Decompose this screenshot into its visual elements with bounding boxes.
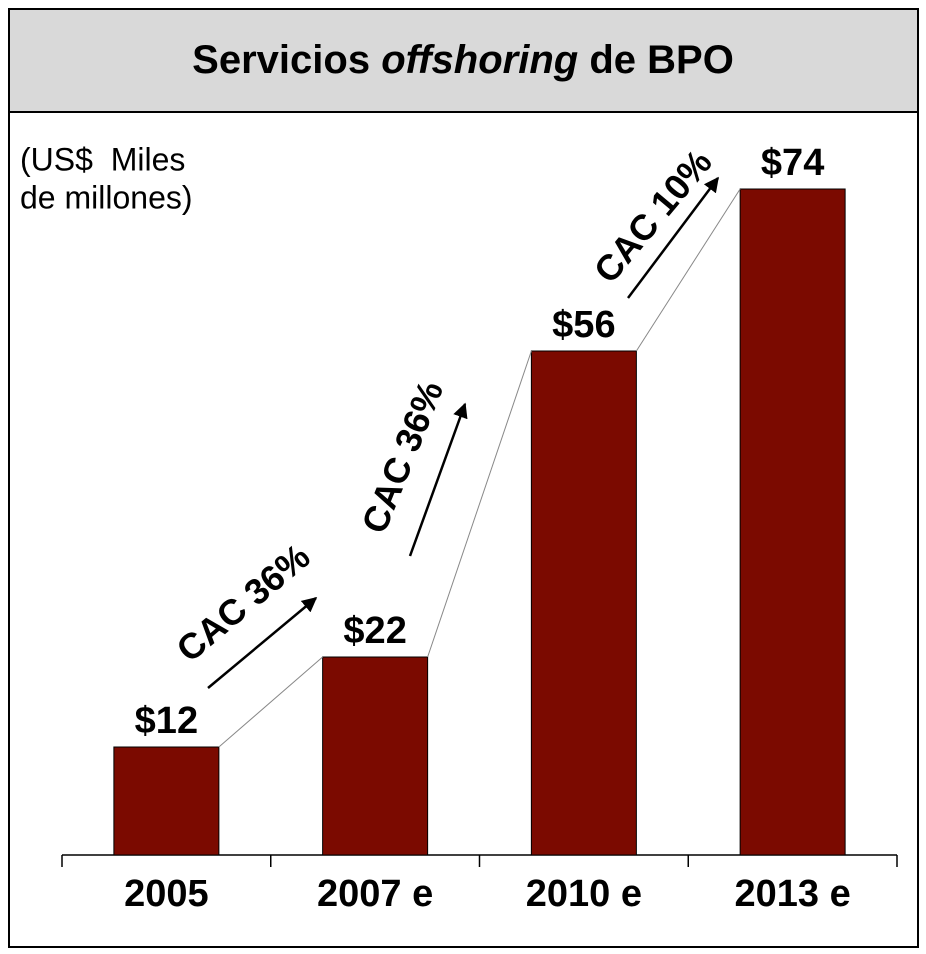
data-label: $74 [761, 142, 824, 184]
chart-title: Servicios offshoring de BPO [192, 38, 734, 82]
frame [8, 8, 919, 948]
data-label: $22 [343, 610, 406, 652]
growth-arrow [207, 597, 318, 689]
connector [218, 656, 323, 748]
connector [635, 188, 741, 352]
title-part: offshoring [381, 38, 578, 82]
x-tick-label: 2013 e [735, 873, 851, 915]
x-tick-label: 2010 e [526, 873, 642, 915]
growth-annotation: CAC 36% [353, 375, 451, 539]
connector [427, 350, 532, 658]
data-label: $56 [552, 304, 615, 346]
bar [322, 656, 429, 856]
unit-note: de millones) [20, 179, 193, 215]
bar [113, 746, 220, 856]
title-band [9, 9, 918, 112]
growth-annotation: CAC 36% [169, 536, 318, 670]
title-part: de BPO [589, 38, 733, 82]
title-part: Servicios [192, 38, 370, 82]
x-tick-label: 2005 [124, 873, 209, 915]
growth-arrow [408, 402, 468, 557]
unit-note: (US$ Miles [20, 141, 185, 177]
bar [739, 188, 846, 856]
bar [530, 350, 637, 856]
x-tick-label: 2007 e [317, 873, 433, 915]
data-label: $12 [135, 700, 198, 742]
growth-annotation: CAC 10% [586, 142, 720, 291]
growth-arrow [627, 176, 719, 299]
